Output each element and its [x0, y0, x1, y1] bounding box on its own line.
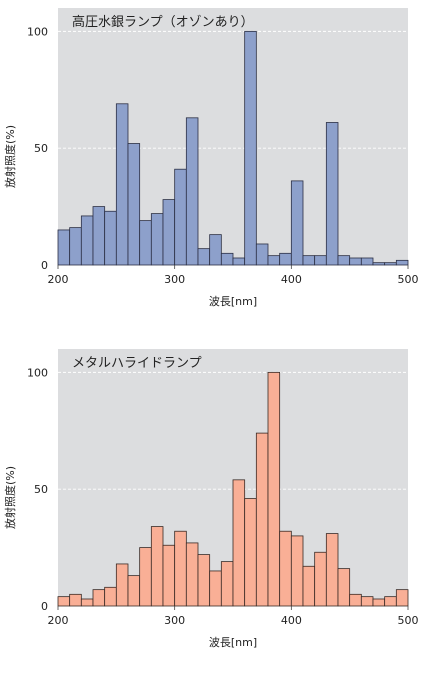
bar-210nm	[69, 593, 82, 607]
bar-300nm	[174, 168, 187, 266]
bar-200nm	[57, 229, 71, 266]
bar-370nm	[255, 432, 269, 607]
bar-200nm	[57, 596, 71, 607]
bar-280nm	[150, 526, 164, 607]
bar-210nm	[69, 227, 82, 266]
x-tick-label-200: 200	[48, 614, 69, 627]
bar-350nm	[232, 479, 246, 607]
bar-230nm	[92, 206, 106, 266]
bar-260nm	[127, 575, 141, 607]
x-axis-label: 波長[nm]	[209, 295, 257, 308]
bar-400nm	[290, 180, 304, 266]
bar-420nm	[314, 255, 327, 266]
bar-240nm	[104, 586, 117, 607]
y-tick-label-50: 50	[34, 142, 48, 155]
bar-490nm	[395, 259, 409, 266]
chart-metal-halide-lamp: 200 300 400 500 0 50 100 メタルハライドランプ波長[nm] 放射照度(%…	[0, 341, 423, 681]
y-axis-label: 放射照度(%)	[3, 125, 17, 188]
bar-310nm	[185, 542, 199, 607]
bar-440nm	[337, 568, 351, 607]
bar-360nm	[244, 498, 257, 607]
x-tick-label-400: 400	[281, 273, 302, 286]
x-tick-label-400: 400	[281, 614, 302, 627]
bar-440nm	[337, 255, 351, 266]
bar-290nm	[162, 544, 176, 607]
bar-290nm	[162, 199, 176, 266]
bar-400nm	[290, 535, 304, 607]
y-tick-label-0: 0	[41, 600, 48, 613]
bar-420nm	[314, 551, 327, 607]
bar-370nm	[255, 243, 269, 266]
bar-470nm	[372, 262, 386, 266]
bar-480nm	[384, 262, 397, 266]
x-tick-label-200: 200	[48, 273, 69, 286]
bar-300nm	[174, 530, 187, 607]
bar-390nm	[279, 530, 292, 607]
bar-260nm	[127, 143, 141, 266]
bar-410nm	[302, 565, 316, 607]
bar-430nm	[325, 533, 339, 607]
bar-470nm	[372, 598, 386, 607]
x-tick-label-500: 500	[398, 614, 419, 627]
bar-310nm	[185, 117, 199, 266]
bar-450nm	[349, 257, 362, 266]
y-tick-label-0: 0	[41, 259, 48, 272]
bar-340nm	[220, 561, 234, 607]
x-tick-label-500: 500	[398, 273, 419, 286]
bar-350nm	[232, 257, 246, 266]
chart-title: 高圧水銀ランプ（オゾンあり）	[72, 14, 254, 30]
bar-480nm	[384, 596, 397, 607]
bar-280nm	[150, 213, 164, 266]
bar-230nm	[92, 589, 106, 607]
bar-270nm	[139, 220, 152, 266]
bar-450nm	[349, 593, 362, 607]
bar-430nm	[325, 122, 339, 266]
bar-380nm	[267, 371, 281, 607]
x-tick-label-300: 300	[164, 614, 185, 627]
bar-330nm	[209, 570, 222, 607]
y-tick-label-50: 50	[34, 483, 48, 496]
bar-460nm	[360, 596, 374, 607]
y-axis-label: 放射照度(%)	[3, 466, 17, 529]
bar-360nm	[244, 30, 257, 266]
bar-410nm	[302, 255, 316, 266]
y-tick-label-100: 100	[27, 366, 48, 379]
x-tick-label-300: 300	[164, 273, 185, 286]
y-tick-label-100: 100	[27, 25, 48, 38]
bar-220nm	[80, 215, 94, 266]
chart-title: メタルハライドランプ	[72, 356, 202, 371]
bar-240nm	[104, 210, 117, 266]
bar-490nm	[395, 589, 409, 607]
x-axis-label: 波長[nm]	[209, 636, 257, 649]
bar-320nm	[197, 554, 211, 607]
bar-330nm	[209, 234, 222, 266]
bar-380nm	[267, 255, 281, 266]
bar-320nm	[197, 248, 211, 266]
bar-340nm	[220, 252, 234, 266]
bar-270nm	[139, 547, 152, 607]
bar-250nm	[115, 103, 129, 266]
bar-250nm	[115, 563, 129, 607]
bar-460nm	[360, 257, 374, 266]
bar-220nm	[80, 598, 94, 607]
chart-svg-top: 200 300 400 500 0 50 100 高圧水銀ランプ（オゾンあり） 波長[nm] 放射…	[3, 8, 419, 308]
chart-high-pressure-mercury-lamp: 200 300 400 500 0 50 100 高圧水銀ランプ（オゾンあり） 波長[nm] 放射…	[0, 0, 423, 340]
bar-390nm	[279, 252, 292, 266]
